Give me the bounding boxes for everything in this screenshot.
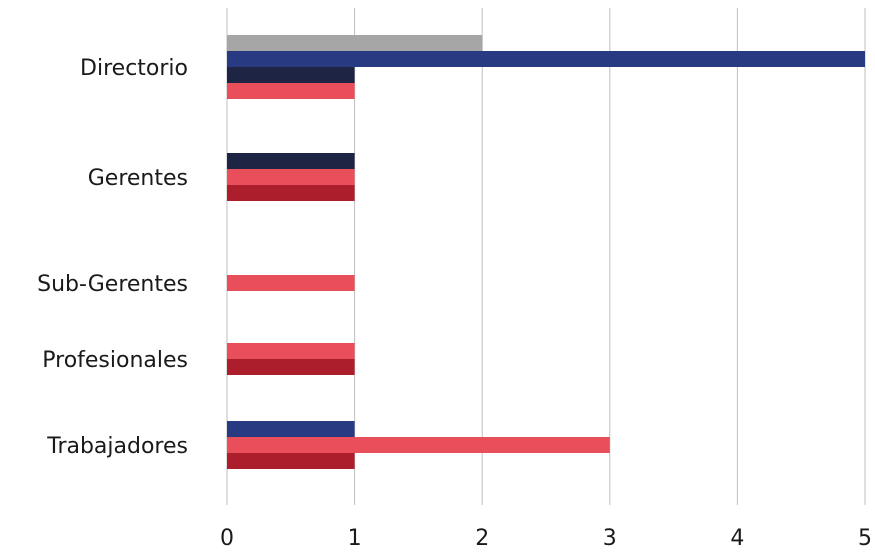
y-axis-category-labels: Directorio Gerentes Sub-Gerentes Profesiona… bbox=[37, 56, 188, 459]
category-label: Profesionales bbox=[42, 348, 188, 373]
x-tick-label: 5 bbox=[858, 526, 872, 551]
bar-trabajadores-series-4 bbox=[227, 437, 610, 453]
category-label: Sub-Gerentes bbox=[37, 272, 188, 297]
bar-sub-gerentes-series-4 bbox=[227, 275, 355, 291]
bar-gerentes-series-3 bbox=[227, 153, 355, 169]
bar-gerentes-series-4 bbox=[227, 169, 355, 185]
bar-directorio-series-1 bbox=[227, 35, 483, 51]
category-label: Directorio bbox=[80, 56, 188, 81]
category-label: Gerentes bbox=[88, 166, 188, 191]
x-tick-label: 0 bbox=[220, 526, 234, 551]
x-tick-label: 3 bbox=[603, 526, 617, 551]
bar-directorio-series-2 bbox=[227, 51, 865, 67]
bar-profesionales-series-5 bbox=[227, 359, 355, 375]
bars bbox=[227, 35, 865, 469]
bar-trabajadores-series-2 bbox=[227, 421, 355, 437]
x-tick-label: 1 bbox=[348, 526, 362, 551]
bar-gerentes-series-5 bbox=[227, 185, 355, 201]
bar-directorio-series-4 bbox=[227, 83, 355, 99]
category-label: Trabajadores bbox=[46, 434, 188, 459]
x-tick-label: 2 bbox=[475, 526, 489, 551]
x-tick-label: 4 bbox=[730, 526, 744, 551]
x-axis-tick-labels: 0 1 2 3 4 5 bbox=[220, 526, 872, 551]
bar-trabajadores-series-5 bbox=[227, 453, 355, 469]
bar-profesionales-series-4 bbox=[227, 343, 355, 359]
bar-directorio-series-3 bbox=[227, 67, 355, 83]
